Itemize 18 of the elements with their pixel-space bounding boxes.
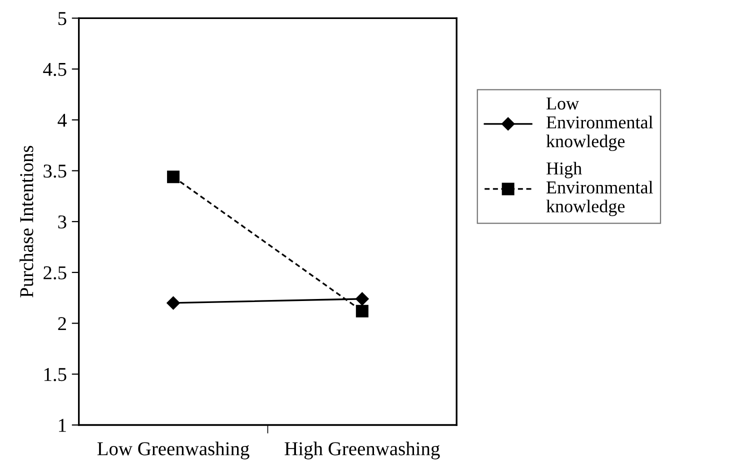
point [167,170,180,184]
x-tick-label: Low Greenwashing [97,442,250,460]
y-axis-title: Purchase Intentions [20,146,34,298]
point [356,292,369,306]
y-tick-label: 4 [58,114,67,127]
y-tick-label: 2.5 [44,266,66,280]
y-tick-label: 4.5 [43,62,66,76]
legend-label: High Environmental knowledge [546,162,653,216]
y-tick-label: 2 [58,317,66,330]
y-tick-label: 1 [59,418,66,432]
legend-label: Low Environmental knowledge [546,98,653,152]
y-tick-label: 3 [58,215,66,229]
y-tick-label: 1.5 [44,368,66,382]
point [356,304,368,318]
point [166,296,180,310]
y-tick-label: 5 [58,12,66,26]
y-tick-label: 3.5 [44,164,66,178]
x-tick-label: High Greenwashing [284,442,440,460]
